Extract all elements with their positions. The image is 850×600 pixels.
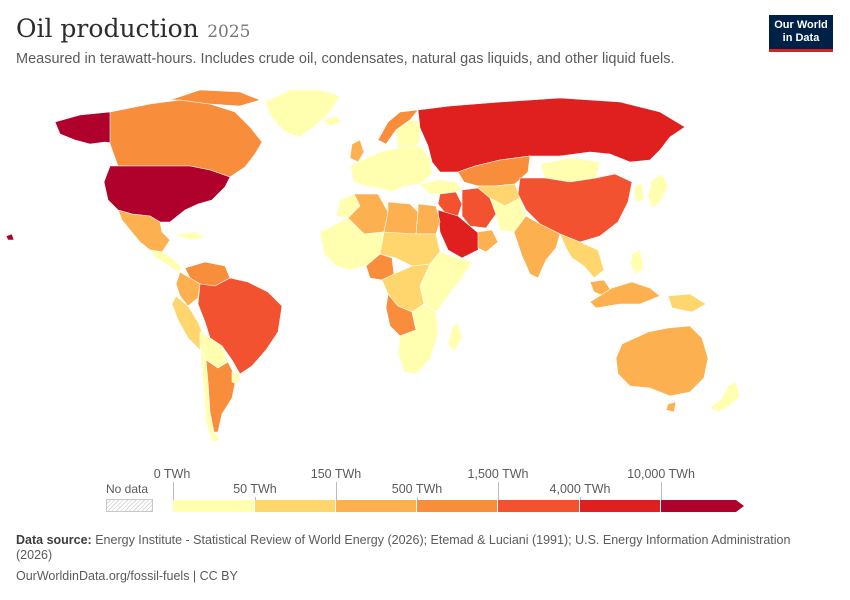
owid-logo[interactable]: Our World in Data (769, 15, 833, 52)
region-europe[interactable] (349, 145, 433, 193)
legend-tick-1500: 1,500 TWh (467, 467, 529, 481)
source-text: Energy Institute - Statistical Review of… (16, 533, 791, 562)
data-source: Data source: Energy Institute - Statisti… (16, 533, 816, 563)
chart-header: Oil production 2025 Measured in terawatt… (16, 14, 756, 67)
world-map[interactable] (0, 82, 850, 462)
region-libya[interactable] (383, 201, 419, 237)
region-philippines[interactable] (629, 249, 645, 275)
logo-line-1: Our World (774, 19, 828, 31)
region-canada[interactable] (109, 99, 263, 178)
region-uruguay[interactable] (231, 371, 241, 385)
legend-bin-4000-10000[interactable] (580, 500, 661, 512)
region-indonesia[interactable] (589, 281, 661, 309)
region-caribbean[interactable] (174, 231, 206, 241)
no-data-swatch (106, 499, 153, 512)
legend: No data 0 TWh 150 TWh 1,500 TWh 10,000 T… (0, 462, 850, 522)
legend-tick-10000: 10,000 TWh (627, 467, 695, 481)
region-united-states[interactable] (103, 165, 231, 223)
region-china[interactable] (517, 173, 633, 243)
legend-tick-500: 500 TWh (391, 482, 443, 496)
year-label: 2025 (207, 22, 251, 42)
region-argentina[interactable] (205, 359, 237, 433)
region-iran[interactable] (461, 187, 497, 229)
legend-bin-150-500[interactable] (336, 500, 417, 512)
legend-tick-150: 150 TWh (310, 467, 362, 481)
region-canada-arctic[interactable] (169, 89, 261, 107)
region-new-zealand[interactable] (709, 381, 741, 413)
no-data-label: No data (106, 482, 149, 496)
title-row: Oil production 2025 (16, 14, 756, 43)
legend-tick-line (336, 482, 337, 512)
legend-bin-0-50[interactable] (173, 500, 255, 512)
legend-tick-50: 50 TWh (233, 482, 277, 496)
page-title: Oil production (16, 14, 199, 43)
region-southern-africa[interactable] (397, 303, 439, 375)
region-madagascar[interactable] (447, 321, 463, 353)
region-korea[interactable] (633, 183, 645, 203)
legend-arrow-icon (736, 500, 744, 512)
region-saudi-arabia[interactable] (437, 209, 483, 259)
region-russia[interactable] (417, 97, 686, 173)
region-greenland[interactable] (264, 89, 341, 138)
region-iceland[interactable] (321, 115, 343, 127)
region-norway[interactable] (377, 109, 419, 145)
logo-line-2: in Data (782, 32, 820, 44)
legend-arrow-shape (736, 500, 744, 512)
region-papua[interactable] (667, 293, 707, 313)
region-hawaii[interactable] (5, 233, 15, 241)
legend-bin-500-1500[interactable] (417, 500, 498, 512)
legend-tick-line (661, 482, 662, 512)
region-brazil[interactable] (197, 277, 283, 375)
legend-tick-4000: 4,000 TWh (549, 482, 611, 496)
legend-bin-10000-plus[interactable] (661, 500, 737, 512)
region-japan[interactable] (647, 173, 669, 209)
source-label: Data source: (16, 533, 92, 547)
region-oman-uae[interactable] (477, 229, 499, 253)
legend-tick-line (173, 482, 174, 512)
footer-link[interactable]: OurWorldinData.org/fossil-fuels | CC BY (16, 569, 238, 583)
region-mexico[interactable] (117, 209, 171, 253)
region-colombia[interactable] (175, 271, 201, 307)
region-central-america[interactable] (149, 249, 183, 273)
footer: Data source: Energy Institute - Statisti… (16, 533, 816, 584)
region-egypt[interactable] (415, 203, 441, 235)
subtitle: Measured in terawatt-hours. Includes cru… (16, 51, 675, 67)
legend-bin-1500-4000[interactable] (498, 500, 580, 512)
region-se-asia[interactable] (559, 233, 605, 279)
legend-tick-0: 0 TWh (153, 467, 191, 481)
legend-tick-line (498, 482, 499, 512)
region-india[interactable] (513, 215, 561, 279)
region-tasmania[interactable] (665, 401, 677, 413)
region-australia[interactable] (615, 325, 709, 397)
legend-bin-50-150[interactable] (255, 500, 336, 512)
region-united-kingdom[interactable] (349, 139, 365, 163)
